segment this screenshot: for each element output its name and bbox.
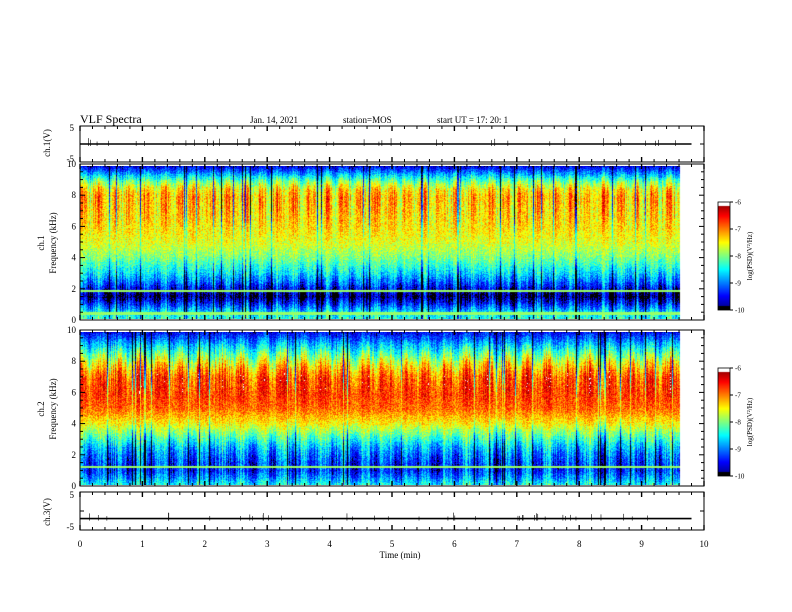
ch2s-ylabel-channel: ch.2 [36, 401, 46, 416]
colorbar-tick-label: -7 [735, 392, 741, 400]
ch1s-ylabel-frequency: Frequency (kHz) [48, 212, 58, 273]
time-tick-label: 3 [265, 539, 270, 549]
colorbar-tick-label: -6 [735, 365, 741, 373]
time-tick-label: 10 [700, 539, 710, 549]
ch2-colorbar-label: log(PSD)(V²/Hz) [746, 397, 754, 446]
freq-tick-label: 6 [72, 387, 77, 397]
ch1s-ylabel-channel: ch.1 [36, 235, 46, 250]
colorbar-tick-label: -9 [735, 446, 741, 454]
ch1-spectrogram-image [80, 166, 692, 319]
station-label: station=MOS [343, 115, 392, 125]
colorbar-tick-label: -10 [735, 473, 745, 481]
ch2-spectrogram-image [80, 332, 692, 485]
ch3v-ytick-bottom: -5 [67, 522, 75, 532]
ch1-colorbar-label: log(PSD)(V²/Hz) [746, 231, 754, 280]
ch1-voltage-panel: 5 -5 ch.1(V) [42, 123, 75, 164]
ch2-colorbar-gradient [718, 368, 730, 476]
freq-tick-label: 10 [67, 325, 77, 335]
time-tick-label: 0 [78, 539, 83, 549]
ch1v-ytick-bottom: -5 [67, 154, 75, 164]
ch1v-ytick-top: 5 [70, 123, 75, 133]
time-tick-label: 6 [452, 539, 457, 549]
colorbar-tick-label: -6 [735, 199, 741, 207]
ch2s-ylabel-frequency: Frequency (kHz) [48, 378, 58, 439]
start-time-label: start UT = 17: 20: 1 [437, 115, 508, 125]
ch3v-ylabel: ch.3(V) [42, 498, 52, 526]
time-tick-label: 9 [639, 539, 644, 549]
freq-tick-label: 6 [72, 221, 77, 231]
colorbar-tick-label: -8 [735, 419, 741, 427]
freq-tick-label: 0 [72, 315, 77, 325]
time-tick-label: 7 [515, 539, 520, 549]
ch2-colorbar: log(PSD)(V²/Hz) [718, 368, 754, 476]
freq-tick-label: 8 [72, 190, 77, 200]
freq-tick-label: 8 [72, 356, 77, 366]
ch3v-ytick-top: 5 [70, 490, 75, 500]
time-tick-label: 1 [140, 539, 145, 549]
colorbar-tick-label: -9 [735, 280, 741, 288]
freq-tick-label: 0 [72, 481, 77, 491]
freq-tick-label: 4 [72, 419, 77, 429]
freq-tick-label: 4 [72, 253, 77, 263]
ch3-voltage-frame [79, 491, 705, 531]
colorbar-tick-label: -7 [735, 226, 741, 234]
colorbar-tick-label: -8 [735, 253, 741, 261]
freq-tick-label: 2 [72, 284, 77, 294]
x-axis-label: Time (min) [380, 550, 421, 560]
time-tick-label: 2 [203, 539, 208, 549]
ch1-spectrogram-panel: ch.1 Frequency (kHz) [36, 166, 692, 319]
ch1-colorbar-gradient [718, 202, 730, 310]
ch2-spectrogram-panel: ch.2 Frequency (kHz) [36, 332, 692, 485]
figure-title: VLF Spectra [80, 112, 142, 126]
ch3-voltage-panel: 5 -5 ch.3(V) Time (min) [42, 490, 420, 560]
freq-tick-label: 2 [72, 450, 77, 460]
time-tick-label: 4 [327, 539, 332, 549]
colorbar-tick-label: -10 [735, 307, 745, 315]
date-label: Jan. 14, 2021 [250, 115, 298, 125]
time-tick-label: 8 [577, 539, 582, 549]
freq-tick-label: 10 [67, 159, 77, 169]
ch1v-ylabel: ch.1(V) [42, 129, 52, 157]
ch1-colorbar: log(PSD)(V²/Hz) [718, 202, 754, 310]
time-tick-label: 5 [390, 539, 395, 549]
